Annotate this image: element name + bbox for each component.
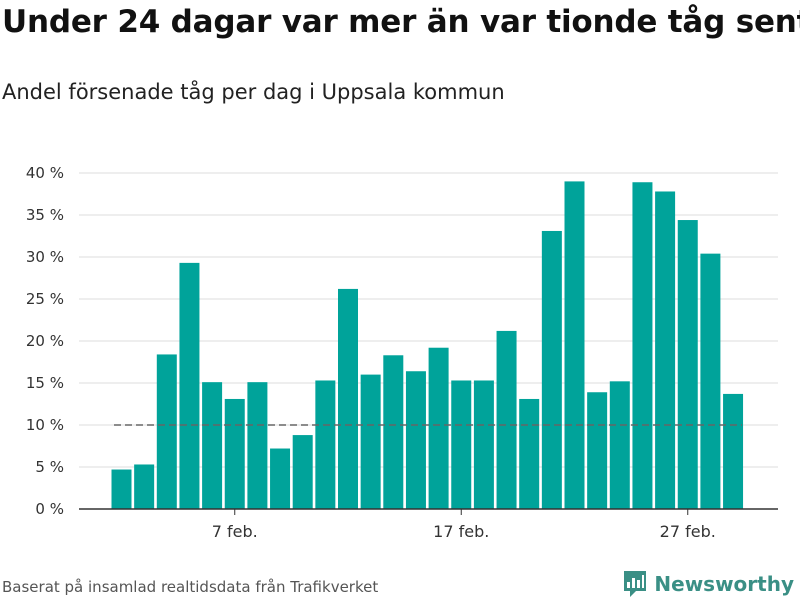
newsworthy-logo-icon (624, 571, 647, 597)
bar (224, 398, 245, 509)
bar (156, 354, 177, 509)
y-tick-label: 25 % (26, 290, 64, 308)
bar (541, 230, 562, 509)
brand-logo[interactable]: Newsworthy (622, 569, 794, 599)
bar (564, 181, 585, 509)
bar (383, 355, 404, 509)
brand-name: Newsworthy (654, 572, 794, 596)
y-tick-label: 15 % (26, 374, 64, 392)
y-tick-label: 30 % (26, 248, 64, 266)
bar (315, 380, 336, 509)
bar (247, 382, 268, 509)
bar (179, 262, 200, 509)
x-axis-ticks: 7 feb. 17 feb. 27 feb. (212, 509, 716, 541)
x-tick-label: 7 feb. (212, 522, 258, 541)
x-tick-label: 17 feb. (433, 522, 489, 541)
bar (655, 191, 676, 510)
bar (134, 464, 155, 509)
bar (270, 448, 291, 509)
bar (632, 182, 653, 510)
bar (700, 253, 721, 509)
bar (338, 288, 358, 509)
source-note: Baserat på insamlad realtidsdata från Tr… (2, 578, 379, 596)
y-tick-label: 40 % (26, 164, 64, 182)
bar (405, 371, 426, 509)
bar (519, 398, 540, 509)
bar (496, 330, 517, 509)
bar (723, 393, 744, 509)
bars (111, 181, 744, 510)
bar (473, 380, 494, 509)
y-tick-label: 5 % (35, 458, 64, 476)
bar (202, 382, 223, 509)
bar (587, 392, 608, 509)
x-tick-label: 27 feb. (660, 522, 716, 541)
bar (609, 381, 630, 509)
bar (428, 347, 449, 509)
bar (451, 380, 472, 509)
bar (677, 220, 698, 510)
chart-title: Under 24 dagar var mer än var tionde tåg… (2, 4, 800, 40)
chart-subtitle: Andel försenade tåg per dag i Uppsala ko… (2, 80, 505, 104)
bar (292, 435, 313, 509)
bar (111, 469, 132, 509)
y-tick-label: 20 % (26, 332, 64, 350)
bar (360, 374, 381, 509)
y-tick-label: 35 % (26, 206, 64, 224)
y-axis-ticks: 0 % 5 % 10 % 15 % 20 % 25 % 30 % 35 % 40 % (26, 164, 64, 518)
y-tick-label: 0 % (35, 500, 64, 518)
y-tick-label: 10 % (26, 416, 64, 434)
